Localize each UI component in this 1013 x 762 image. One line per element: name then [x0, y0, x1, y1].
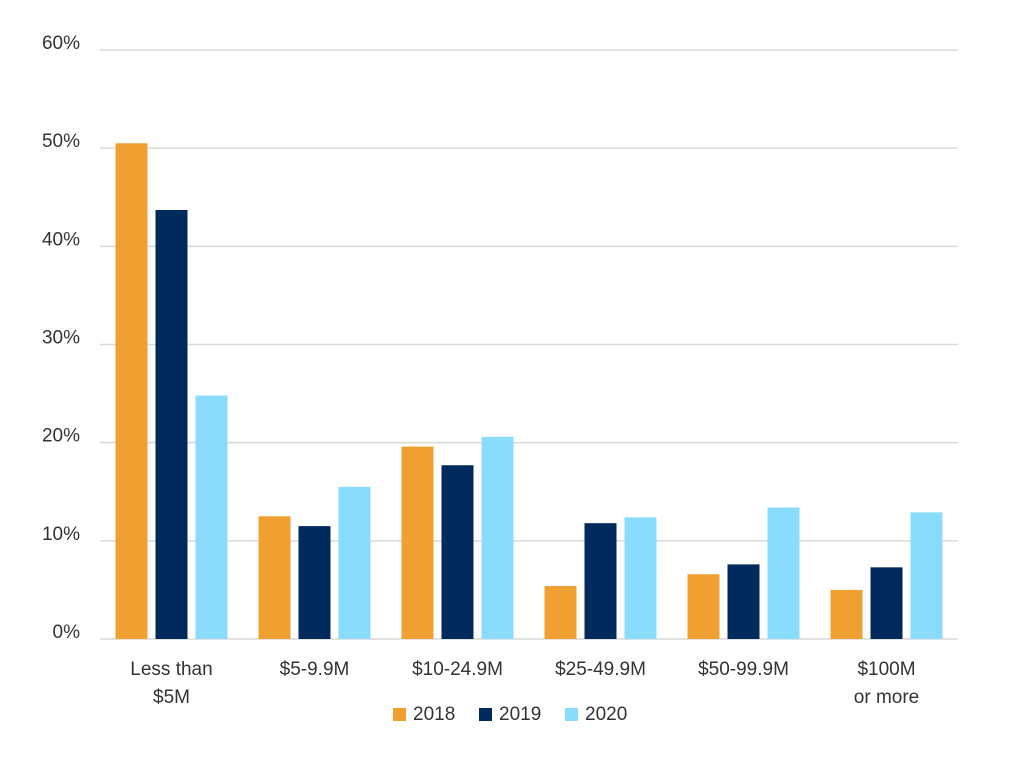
legend-swatch [393, 708, 406, 721]
bar [441, 465, 474, 639]
bar [687, 574, 720, 639]
x-tick-label: Less than $5M [130, 659, 213, 708]
bar [727, 564, 760, 639]
bar [584, 523, 617, 639]
x-tick-label: $25-49.9M [555, 659, 646, 680]
y-tick-label: 40% [42, 229, 80, 250]
bar [767, 507, 800, 639]
x-tick-label: $5-9.9M [279, 659, 350, 680]
bar [338, 486, 371, 639]
y-tick-label: 30% [42, 328, 80, 349]
bar [401, 446, 434, 639]
y-tick-label: 50% [42, 131, 80, 152]
y-tick-label: 20% [42, 426, 80, 447]
bar [298, 526, 331, 639]
x-tick-label: $100M or more [853, 659, 920, 708]
bar [870, 567, 903, 639]
x-tick-label: $10-24.9M [412, 659, 503, 680]
y-tick-label: 10% [42, 524, 80, 545]
bar [115, 143, 148, 639]
legend-swatch [565, 708, 578, 721]
y-tick-label: 60% [42, 33, 80, 54]
x-tick-label: $50-99.9M [698, 659, 789, 680]
bar [258, 516, 291, 639]
legend-label: 2018 [413, 704, 455, 725]
bar [481, 436, 514, 639]
bar [830, 589, 863, 639]
legend-swatch [479, 708, 492, 721]
bar [544, 585, 577, 639]
bar [910, 512, 943, 639]
bar [624, 517, 657, 639]
y-tick-label: 0% [53, 622, 81, 643]
bar [155, 210, 188, 640]
legend-label: 2019 [499, 704, 541, 725]
bar [195, 395, 228, 639]
legend-label: 2020 [585, 704, 627, 725]
